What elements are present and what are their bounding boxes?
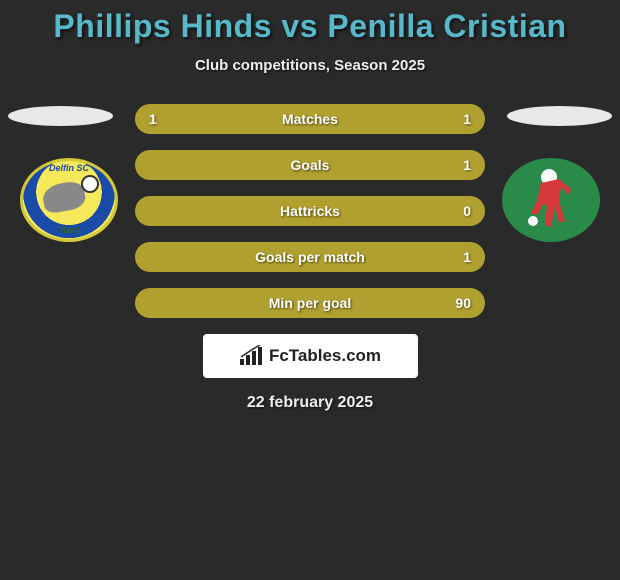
- badge-left-top-text: Delfin SC: [23, 163, 115, 173]
- stats-list: 1 Matches 1 Goals 1 Hattricks 0 Goals pe…: [135, 104, 485, 318]
- badge-left-bottom-text: Mant: [23, 225, 115, 235]
- stat-right-value: 90: [441, 295, 471, 311]
- stat-right-value: 1: [441, 111, 471, 127]
- brand-text: FcTables.com: [269, 346, 381, 366]
- comparison-widget: Phillips Hinds vs Penilla Cristian Club …: [0, 0, 620, 412]
- stat-label: Goals per match: [255, 249, 365, 265]
- stat-row: Hattricks 0: [135, 196, 485, 226]
- stat-label: Min per goal: [269, 295, 351, 311]
- player-shadow-left: [8, 106, 113, 126]
- chart-icon: [239, 345, 263, 367]
- stat-label: Hattricks: [280, 203, 340, 219]
- player-shadow-right: [507, 106, 612, 126]
- stat-left-value: 1: [149, 111, 179, 127]
- stat-row: Min per goal 90: [135, 288, 485, 318]
- stat-right-value: 1: [441, 157, 471, 173]
- stat-label: Matches: [282, 111, 338, 127]
- brand-box[interactable]: FcTables.com: [203, 334, 418, 378]
- team-badge-left[interactable]: Delfin SC Mant: [20, 158, 118, 242]
- date-label: 22 february 2025: [0, 394, 620, 412]
- team-badge-right[interactable]: [502, 158, 600, 242]
- stat-right-value: 0: [441, 203, 471, 219]
- stat-row: Goals per match 1: [135, 242, 485, 272]
- stat-row: 1 Matches 1: [135, 104, 485, 134]
- player-icon: [521, 165, 581, 235]
- subtitle: Club competitions, Season 2025: [0, 57, 620, 74]
- stat-label: Goals: [291, 157, 330, 173]
- page-title: Phillips Hinds vs Penilla Cristian: [0, 8, 620, 45]
- main-area: Delfin SC Mant 1 Matches 1 Goals 1: [0, 104, 620, 412]
- stat-right-value: 1: [441, 249, 471, 265]
- stat-row: Goals 1: [135, 150, 485, 180]
